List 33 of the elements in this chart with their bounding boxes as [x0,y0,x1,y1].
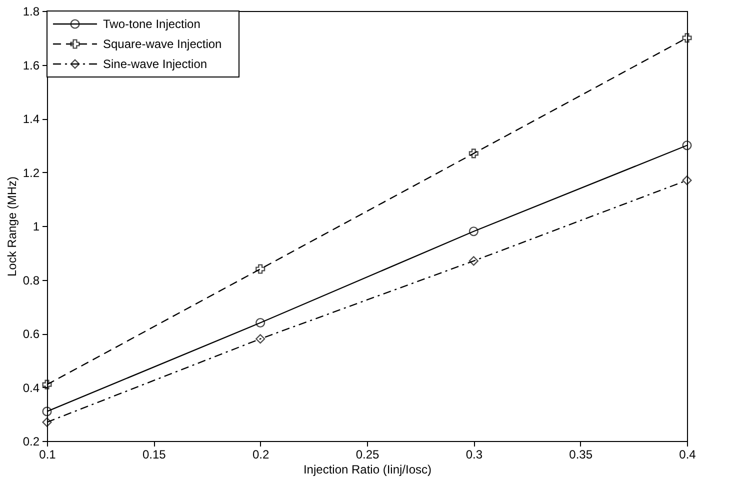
y-axis-title: Lock Range (MHz) [4,176,19,277]
legend-label: Square-wave Injection [103,37,222,51]
legend-label: Two-tone Injection [103,17,200,31]
y-tick-label: 1 [32,220,40,234]
point [42,406,52,416]
point [42,380,52,390]
point [682,33,692,43]
x-tick-label: 0.25 [356,448,380,462]
x-tick-label: 0.15 [142,448,166,462]
x-axis-title: Injection Ratio (Iinj/Iosc) [303,462,432,476]
y-tick-label: 1.2 [22,166,40,180]
x-tick-label: 0.4 [679,448,696,462]
y-tick-label: 0.2 [22,434,40,448]
y-tick-label: 0.4 [22,380,40,395]
x-tick-label: 0.2 [252,448,270,462]
legend-label: Sine-wave Injection [103,57,208,71]
y-tick-label: 1.6 [22,58,40,72]
x-tick-label: 0.1 [39,448,56,462]
y-tick-label: 1.8 [22,4,40,18]
y-tick-label: 1.4 [22,112,40,126]
x-tick-label: 0.3 [466,448,483,462]
x-tick-label: 0.35 [569,448,593,462]
point [682,140,692,150]
point [468,256,478,266]
point [468,226,478,236]
point [682,176,692,186]
point [42,417,52,427]
y-tick-label: 0.6 [22,327,40,341]
point [256,264,266,274]
point [468,148,478,158]
point [256,318,266,328]
point [256,334,266,344]
y-tick-label: 0.8 [22,273,40,288]
